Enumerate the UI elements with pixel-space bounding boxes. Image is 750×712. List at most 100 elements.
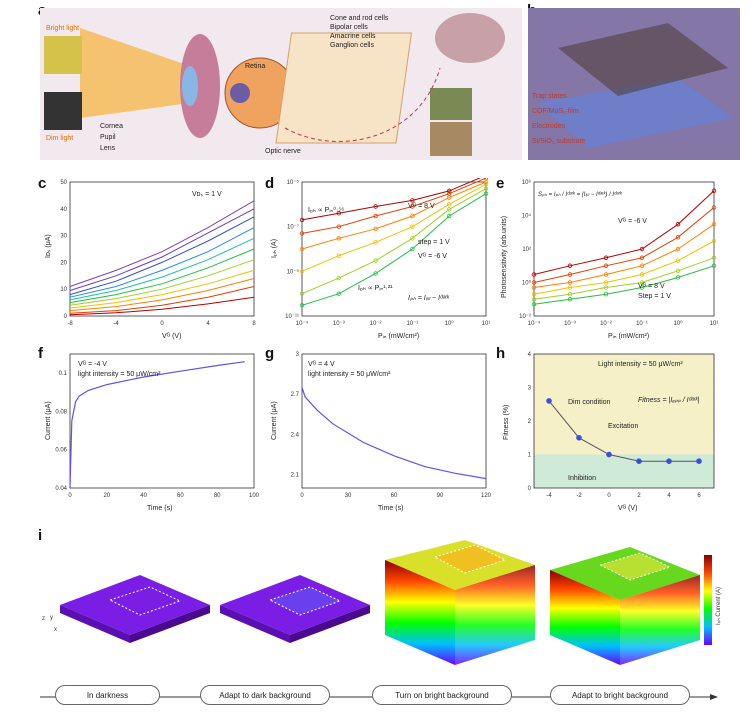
nerve-path	[284, 67, 441, 142]
data-point	[373, 271, 378, 276]
panel-d-chart: 10⁻⁴ 10⁻³ 10⁻² 10⁻¹ 10⁰ 10¹10⁻¹¹10⁻⁹10⁻⁷10⁻⁵ …	[271, 178, 490, 340]
inhibition-region	[534, 454, 714, 488]
data-point	[567, 297, 573, 302]
data-point	[675, 222, 681, 227]
y-tick-label: 2	[528, 419, 532, 425]
series-line	[533, 190, 715, 275]
fitness-equation: Fitness = |Iₐₚₚ / Iᵈᵃʳᵏ|	[638, 397, 700, 404]
y-tick-label: 10⁻¹¹	[285, 314, 299, 320]
excitation-region	[534, 354, 714, 455]
y-axis-label: Iₚₕ (A)	[271, 239, 278, 258]
y-tick-label: 10⁻⁵	[287, 179, 300, 186]
series-line	[548, 400, 699, 462]
x-tick-label: 0	[300, 493, 304, 499]
data-point	[603, 272, 609, 277]
data-point	[603, 292, 609, 297]
series-line	[69, 296, 255, 316]
x-tick-label: -4	[113, 321, 119, 327]
x-tick-label: 10⁻¹	[406, 321, 418, 327]
data-point	[373, 258, 378, 263]
x-axis-label: Vᴳ (V)	[162, 333, 181, 340]
x-tick-label: 8	[252, 321, 256, 327]
y-tick-label: 10⁻⁷	[287, 224, 299, 231]
y-axis-label: Photosensitivity (arb.units)	[501, 216, 508, 298]
step-in-darkness: In darkness	[55, 685, 160, 705]
data-point	[336, 253, 341, 258]
cone-rod-label: Cone and rod cells	[330, 15, 389, 22]
vg-label: Vᴳ = -4 V	[78, 361, 107, 368]
film-label: COF/MoS₂ film	[532, 108, 579, 115]
data-point	[373, 226, 378, 232]
series-line	[69, 286, 255, 314]
y-tick-label: 10⁶	[522, 179, 532, 186]
data-point	[603, 255, 609, 260]
x-tick-label: 30	[345, 493, 352, 499]
panel-letter-f: f	[38, 345, 43, 362]
data-point	[675, 275, 681, 280]
data-point	[483, 179, 489, 185]
light-intensity-label: Light intensity = 50 μW/cm²	[598, 361, 683, 368]
series-line	[69, 216, 255, 296]
step-label: step = 1 V	[418, 239, 450, 246]
cornea-label: Cornea	[100, 123, 123, 130]
colorbar	[704, 555, 712, 645]
x-tick-label: 10⁻⁴	[528, 320, 541, 327]
cof-mos2-grid	[558, 23, 728, 96]
y-tick-label: 10⁴	[522, 213, 532, 220]
v8-label: Vᴳ = 8 V	[638, 283, 665, 290]
y-tick-label: 30	[60, 234, 67, 240]
data-point	[299, 269, 305, 274]
data-point	[531, 280, 537, 285]
data-point	[639, 263, 645, 268]
data-point	[675, 246, 681, 252]
x-tick-label: 120	[481, 493, 492, 499]
bright-image	[44, 36, 82, 74]
y-tick-label: 10²	[522, 247, 531, 253]
x-tick-label: -4	[546, 493, 552, 499]
x-tick-label: 10⁰	[673, 320, 683, 327]
data-point	[696, 458, 702, 464]
series-line	[301, 183, 487, 272]
series-line	[301, 178, 487, 234]
y-tick-label: 20	[60, 260, 67, 266]
lens-shape	[182, 66, 198, 106]
x-axis-label: Vᴳ (V)	[618, 505, 637, 512]
light-beam	[80, 28, 190, 118]
fit2-label: Iₚₕ ∝ Pᵢₙ¹·²¹	[358, 285, 393, 292]
data-point	[567, 280, 573, 285]
data-point	[567, 285, 573, 290]
panel-letter-i: i	[38, 527, 43, 544]
data-point	[299, 291, 305, 296]
series-line	[69, 208, 255, 291]
data-point	[675, 258, 681, 263]
fit1-label: Iₚₕ ∝ Pᵢₙ⁰·⁵⁶	[308, 206, 344, 214]
dim-image	[44, 92, 82, 130]
series-line	[301, 181, 487, 250]
series-line	[69, 278, 255, 312]
data-point	[531, 302, 537, 307]
data-point	[567, 263, 573, 268]
v8-label: Vᴳ = 8 V	[408, 203, 435, 210]
data-point	[711, 238, 717, 244]
data-point	[446, 195, 452, 200]
data-point	[603, 263, 609, 268]
substrate-plate	[538, 78, 733, 148]
x-tick-label: 4	[206, 321, 210, 327]
data-point	[639, 285, 645, 290]
x-tick-label: 2	[637, 493, 641, 499]
data-point	[567, 292, 573, 297]
data-point	[299, 303, 305, 308]
x-tick-label: 20	[103, 493, 110, 499]
x-tick-label: 10¹	[710, 321, 719, 327]
panel-letter-e: e	[496, 175, 505, 192]
excitation-label: Excitation	[608, 423, 638, 430]
x-tick-label: 10⁻¹	[636, 321, 648, 327]
x-tick-label: 80	[214, 493, 221, 499]
data-point	[410, 224, 415, 229]
series-line	[69, 237, 255, 301]
tick-labels: 10⁻⁴ 10⁻³ 10⁻² 10⁻¹ 10⁰ 10¹ 10⁻² 10⁰ 10² 10⁴ 10⁶	[519, 179, 718, 327]
block-bright-adapt	[550, 547, 700, 665]
plot-frame	[69, 181, 255, 317]
panel-f-chart: 0 20 40 60 80 100 0.04 0.06 0.08 0.1 Vᴳ = -4 V li…	[45, 353, 260, 512]
x-tick-label: 10⁰	[445, 320, 455, 327]
